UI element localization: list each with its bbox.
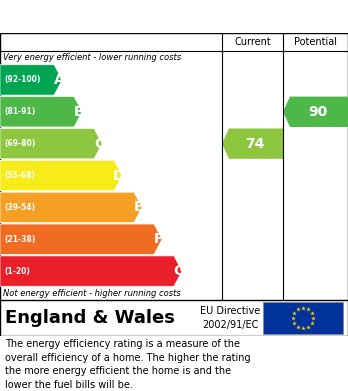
Text: 90: 90 (308, 105, 327, 119)
Text: C: C (94, 136, 104, 151)
Text: Very energy efficient - lower running costs: Very energy efficient - lower running co… (3, 53, 181, 62)
Polygon shape (0, 192, 142, 222)
Text: Energy Efficiency Rating: Energy Efficiency Rating (69, 9, 279, 24)
Text: E: E (134, 200, 144, 214)
Text: F: F (154, 232, 164, 246)
Polygon shape (0, 224, 162, 255)
Polygon shape (222, 129, 283, 159)
Polygon shape (0, 97, 82, 127)
Text: G: G (173, 264, 184, 278)
Text: (55-68): (55-68) (4, 171, 35, 180)
Text: EU Directive
2002/91/EC: EU Directive 2002/91/EC (200, 307, 260, 330)
Text: 74: 74 (245, 136, 264, 151)
FancyBboxPatch shape (263, 302, 343, 334)
Text: Not energy efficient - higher running costs: Not energy efficient - higher running co… (3, 289, 181, 298)
Text: B: B (74, 105, 84, 119)
Text: (69-80): (69-80) (4, 139, 35, 148)
Text: A: A (54, 73, 64, 87)
Text: (1-20): (1-20) (4, 267, 30, 276)
Text: Current: Current (234, 37, 271, 47)
Text: (39-54): (39-54) (4, 203, 35, 212)
Text: The energy efficiency rating is a measure of the
overall efficiency of a home. T: The energy efficiency rating is a measur… (5, 339, 251, 390)
Polygon shape (0, 129, 102, 159)
Text: Potential: Potential (294, 37, 337, 47)
Text: (92-100): (92-100) (4, 75, 40, 84)
Text: England & Wales: England & Wales (5, 309, 175, 327)
Polygon shape (0, 65, 62, 95)
Polygon shape (0, 160, 122, 191)
Polygon shape (0, 256, 182, 286)
Polygon shape (283, 97, 348, 127)
Text: D: D (113, 169, 125, 183)
Text: (21-38): (21-38) (4, 235, 35, 244)
Text: (81-91): (81-91) (4, 107, 35, 116)
